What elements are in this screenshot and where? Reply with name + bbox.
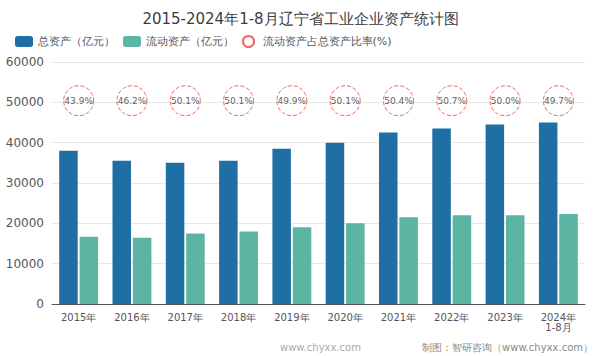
svg-text:49.9%: 49.9% [278, 96, 307, 106]
svg-text:1-8月: 1-8月 [545, 322, 571, 333]
svg-text:2016年: 2016年 [114, 312, 149, 323]
svg-text:10000: 10000 [6, 257, 44, 271]
svg-text:46.2%: 46.2% [118, 96, 147, 106]
svg-text:流动资产（亿元）: 流动资产（亿元） [146, 35, 234, 48]
svg-text:www.chyxx.com: www.chyxx.com [280, 342, 361, 353]
svg-text:2018年: 2018年 [221, 312, 256, 323]
svg-text:49.7%: 49.7% [544, 96, 573, 106]
svg-text:制图：智研咨询（www.chyxx.com）: 制图：智研咨询（www.chyxx.com） [422, 342, 593, 353]
svg-text:2020年: 2020年 [327, 312, 362, 323]
svg-text:2017年: 2017年 [168, 312, 203, 323]
svg-text:30000: 30000 [6, 176, 44, 190]
svg-text:50.1%: 50.1% [224, 96, 253, 106]
svg-text:2022年: 2022年 [434, 312, 469, 323]
svg-text:50.1%: 50.1% [171, 96, 200, 106]
svg-text:50.7%: 50.7% [437, 96, 466, 106]
svg-text:2024年: 2024年 [540, 311, 577, 323]
svg-text:0: 0 [36, 297, 44, 311]
svg-text:50.4%: 50.4% [384, 96, 413, 106]
svg-text:2015年: 2015年 [61, 312, 96, 323]
svg-text:2019年: 2019年 [274, 312, 309, 323]
svg-text:43.9%: 43.9% [64, 96, 93, 106]
svg-text:总资产（亿元）: 总资产（亿元） [37, 35, 115, 48]
svg-text:60000: 60000 [6, 55, 44, 69]
svg-text:50.1%: 50.1% [331, 96, 360, 106]
svg-text:2021年: 2021年 [381, 312, 416, 323]
svg-text:流动资产占总资产比率(%): 流动资产占总资产比率(%) [263, 35, 392, 48]
svg-text:2015-2024年1-8月辽宁省工业企业资产统计图: 2015-2024年1-8月辽宁省工业企业资产统计图 [142, 10, 458, 28]
svg-text:2023年: 2023年 [487, 312, 522, 323]
svg-text:50000: 50000 [6, 95, 44, 109]
svg-text:50.0%: 50.0% [491, 96, 520, 106]
svg-text:20000: 20000 [6, 216, 44, 230]
svg-text:40000: 40000 [6, 136, 44, 150]
